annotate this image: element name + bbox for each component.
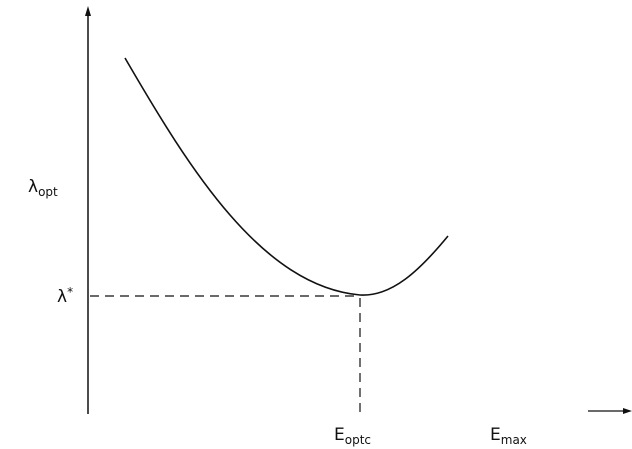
curve — [124, 57, 449, 296]
label-main: λ — [57, 287, 67, 307]
x-marker-label: Eoptc — [334, 425, 371, 447]
y-axis-arrow — [85, 6, 91, 16]
label-main: E — [334, 425, 345, 445]
label-sub: max — [501, 433, 527, 447]
label-sub: opt — [38, 185, 58, 199]
label-main: E — [490, 425, 501, 445]
label-main: λ — [28, 177, 38, 197]
label-sup: * — [67, 285, 73, 299]
x-axis-arrow — [623, 408, 632, 414]
label-sub: optc — [345, 433, 371, 447]
y-axis-label: λopt — [28, 177, 58, 199]
y-marker-label: λ* — [57, 285, 73, 307]
x-axis-label: Emax — [490, 425, 527, 447]
